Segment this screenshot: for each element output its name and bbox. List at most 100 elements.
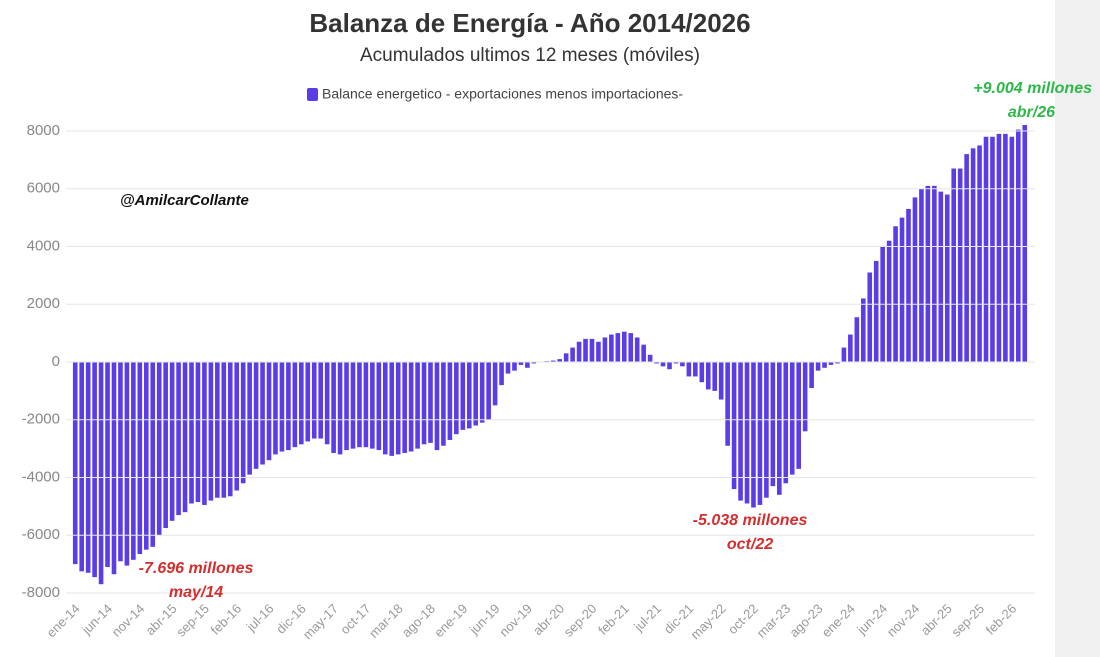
x-tick-label: mar-18 [366, 601, 406, 641]
bar [699, 362, 705, 383]
bar [163, 362, 168, 529]
watermark: @AmilcarCollante [120, 192, 249, 209]
y-tick-label: 6000 [27, 180, 60, 197]
bar [667, 362, 672, 370]
bar [525, 362, 530, 368]
bar [899, 217, 905, 362]
bar [92, 362, 97, 578]
bar [195, 362, 201, 503]
bar [686, 362, 692, 377]
bar [447, 362, 453, 440]
x-tick-label: ene-14 [44, 601, 83, 640]
bar [337, 362, 343, 455]
bar [738, 362, 743, 501]
bar [602, 337, 608, 362]
x-tick-label: jul-16 [243, 601, 277, 635]
bar [221, 362, 227, 498]
bar [757, 362, 763, 505]
bar [893, 226, 898, 362]
bar [143, 362, 149, 550]
bar [680, 362, 685, 367]
bar [299, 362, 304, 445]
bar [628, 333, 634, 362]
bar [247, 362, 252, 475]
bar [292, 362, 298, 448]
bar [634, 337, 640, 362]
bar [331, 362, 336, 453]
bar [576, 341, 582, 362]
bar [1016, 129, 1021, 362]
x-tick-label: feb-16 [208, 601, 245, 638]
bar [705, 362, 711, 390]
bar [486, 362, 491, 420]
bar [466, 362, 472, 429]
bar [395, 362, 401, 455]
bar [460, 362, 466, 430]
bar [1003, 133, 1008, 362]
bar [202, 362, 207, 505]
bar [570, 347, 575, 362]
y-tick-label: -6000 [22, 526, 60, 543]
bar [273, 362, 278, 455]
bar [583, 338, 588, 362]
bar [990, 136, 995, 362]
bar [324, 362, 330, 445]
bar [260, 362, 265, 465]
bar [796, 362, 801, 469]
bar [660, 362, 666, 367]
bar [996, 133, 1002, 362]
bar [363, 362, 369, 448]
bar [479, 362, 485, 423]
bar [725, 362, 730, 446]
bar [621, 331, 627, 362]
x-tick-label: nov-24 [884, 601, 923, 640]
bar [718, 362, 724, 400]
x-tick-label: abr-25 [918, 601, 955, 638]
bar [770, 362, 776, 487]
annotation-value: -5.038 millones [693, 512, 808, 529]
x-tick-label: feb-21 [595, 601, 632, 638]
bar [279, 362, 285, 452]
chart-title: Balanza de Energía - Año 2014/2026 [309, 8, 750, 38]
bar [563, 353, 569, 362]
bar [428, 362, 433, 443]
y-tick-label: 2000 [27, 295, 60, 312]
bar [189, 362, 194, 504]
bar [809, 362, 814, 388]
bar [886, 240, 892, 362]
bar [227, 362, 233, 497]
x-tick-label: sep-15 [173, 601, 212, 640]
bar [169, 362, 175, 521]
bar [615, 333, 621, 362]
x-tick-label: sep-20 [561, 601, 600, 640]
bar [492, 362, 498, 406]
bar [72, 362, 78, 565]
bar [402, 362, 407, 453]
bar [841, 347, 847, 362]
x-tick-label: sep-25 [948, 601, 987, 640]
x-tick-label: nov-19 [496, 601, 535, 640]
x-tick-label: ago-18 [399, 601, 438, 640]
bar [408, 362, 414, 452]
bar [124, 362, 130, 566]
bar [382, 362, 388, 455]
x-tick-label: feb-26 [983, 601, 1020, 638]
bar [441, 362, 446, 446]
bar [641, 344, 646, 362]
legend-swatch [307, 88, 318, 101]
bar [589, 338, 595, 362]
bar [596, 341, 601, 362]
bar [783, 362, 789, 484]
bar [215, 362, 220, 498]
bar [744, 362, 750, 504]
bar [654, 362, 659, 364]
bar [131, 362, 136, 560]
bar [938, 191, 944, 362]
bar [957, 168, 963, 362]
bar [822, 362, 827, 368]
bar [111, 362, 117, 575]
y-tick-label: -8000 [22, 584, 60, 601]
bar [305, 362, 311, 442]
y-tick-label: 0 [52, 353, 60, 370]
